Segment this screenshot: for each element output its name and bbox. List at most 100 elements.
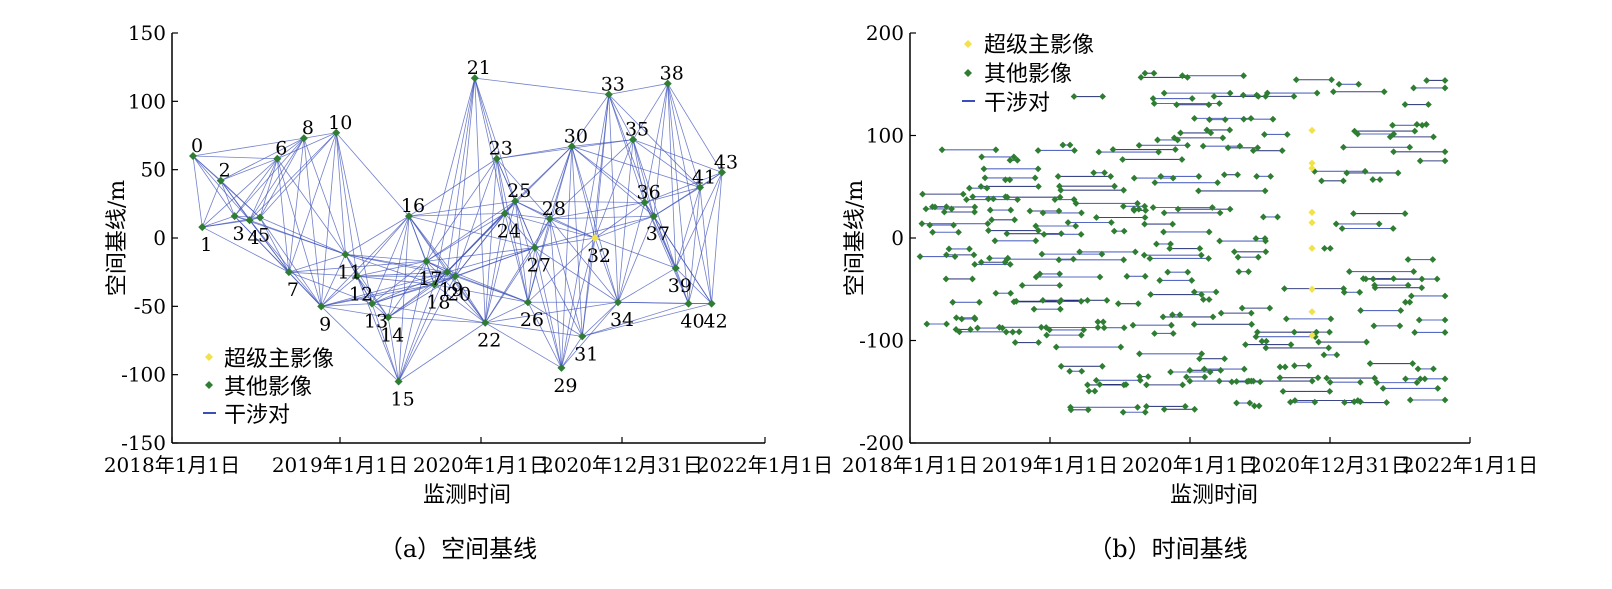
acquisition-point: [1240, 365, 1248, 373]
acquisition-point: [1255, 402, 1263, 410]
interferogram-pair-line: [371, 303, 399, 382]
acquisition-point: [1313, 328, 1320, 336]
acquisition-point: [1135, 141, 1143, 149]
acquisition-point: [1085, 387, 1093, 395]
interferogram-pair-line: [699, 187, 712, 304]
acquisition-point: [1217, 309, 1225, 317]
interferogram-pair-line: [534, 146, 573, 248]
interferogram-pair-line: [644, 172, 723, 203]
interferogram-pair-line: [608, 94, 634, 140]
interferogram-pair-line: [320, 306, 399, 382]
acquisition-point: [1052, 343, 1060, 351]
point-id-label: 36: [637, 181, 661, 203]
interferogram-pair-line: [504, 213, 529, 303]
interferogram-pair-line: [335, 132, 346, 255]
acquisition-point: [1056, 182, 1063, 190]
acquisition-point: [1135, 205, 1143, 213]
acquisition-point: [1095, 148, 1103, 156]
interferogram-pair-line: [234, 158, 278, 217]
acquisition-point: [530, 243, 539, 252]
acquisition-point: [1056, 193, 1064, 201]
interferogram-pair-line: [549, 218, 619, 303]
point-id-label: 6: [275, 138, 287, 160]
acquisition-point: [967, 326, 974, 333]
acquisition-point: [1191, 405, 1198, 413]
interferogram-pair-line: [527, 237, 596, 303]
interferogram-pair-line: [549, 218, 562, 368]
acquisition-point: [929, 228, 937, 236]
acquisition-point: [1327, 315, 1335, 323]
acquisition-point: [1371, 374, 1378, 382]
chart-b-legend: 超级主影像 其他影像 干涉对: [962, 33, 1094, 116]
interferogram-pair-line: [581, 94, 610, 337]
acquisition-point: [1150, 69, 1158, 77]
acquisition-point: [1043, 331, 1051, 339]
acquisition-point: [1146, 255, 1154, 262]
interferogram-pair-line: [561, 336, 583, 369]
acquisition-point: [1418, 284, 1426, 292]
acquisition-point: [943, 251, 950, 259]
interferogram-pair-line: [234, 215, 261, 218]
interferogram-pair-line: [534, 237, 596, 248]
acquisition-point: [991, 237, 999, 245]
interferogram-pair-line: [356, 215, 410, 277]
interferogram-pair-line: [571, 146, 596, 239]
acquisition-point: [1198, 350, 1206, 358]
interferogram-pair-line: [653, 215, 689, 304]
acquisition-point: [1196, 355, 1203, 363]
acquisition-point: [942, 203, 950, 211]
super-master-point: [1308, 164, 1316, 172]
acquisition-point: [1173, 101, 1181, 109]
acquisition-point: [1221, 116, 1229, 124]
acquisition-point: [640, 198, 649, 207]
legend-b-other: 其他影像: [984, 62, 1072, 87]
interferogram-pair-line: [653, 215, 712, 304]
acquisition-point: [1205, 255, 1212, 262]
point-id-label: 3: [233, 223, 245, 245]
legend-a-pair: 干涉对: [224, 403, 290, 428]
acquisition-point: [1220, 171, 1228, 179]
point-id-label: 13: [364, 311, 388, 333]
interferogram-pair-line: [408, 215, 456, 277]
interferogram-pair-line: [474, 78, 506, 214]
acquisition-point: [1389, 225, 1397, 232]
acquisition-point: [1283, 131, 1291, 138]
interferogram-pair-line: [398, 261, 427, 382]
acquisition-point: [1136, 373, 1144, 380]
acquisition-point: [926, 221, 934, 229]
acquisition-point: [1262, 93, 1270, 100]
acquisition-point: [1362, 275, 1370, 283]
acquisition-point: [1077, 331, 1085, 339]
interferogram-pair-line: [504, 213, 550, 220]
acquisition-point: [1245, 268, 1252, 276]
interferogram-pair-line: [288, 260, 427, 273]
interferogram-pair-line: [371, 303, 389, 318]
acquisition-point: [1009, 328, 1017, 336]
acquisition-point: [1143, 403, 1150, 410]
acquisition-point: [1409, 360, 1417, 367]
acquisition-point: [1078, 209, 1085, 217]
interferogram-pair-line: [249, 132, 337, 221]
chart-a-legend: 超级主影像 其他影像 干涉对: [203, 347, 334, 428]
acquisition-point: [1320, 351, 1328, 359]
acquisition-point: [1401, 210, 1409, 217]
interferogram-pair-line: [632, 83, 669, 140]
acquisition-point: [1157, 173, 1165, 180]
interferogram-pair-line: [201, 180, 222, 228]
acquisition-point: [1055, 207, 1063, 215]
acquisition-point: [1410, 84, 1418, 92]
chart-b-x-tick-label: 2020年1月1日: [1122, 453, 1258, 477]
interferogram-pair-line: [594, 202, 645, 239]
legend-a-other-marker: [205, 381, 213, 389]
acquisition-point: [1110, 227, 1118, 235]
acquisition-point: [1191, 114, 1198, 122]
acquisition-point: [1282, 315, 1290, 323]
legend-b-other-marker: [964, 69, 972, 77]
acquisition-point: [1254, 144, 1262, 152]
acquisition-point: [1259, 213, 1267, 221]
acquisition-point: [1328, 76, 1335, 84]
acquisition-point: [1141, 408, 1149, 416]
interferogram-pair-line: [345, 215, 410, 255]
acquisition-point: [1160, 228, 1167, 236]
interferogram-pair-line: [321, 305, 389, 318]
